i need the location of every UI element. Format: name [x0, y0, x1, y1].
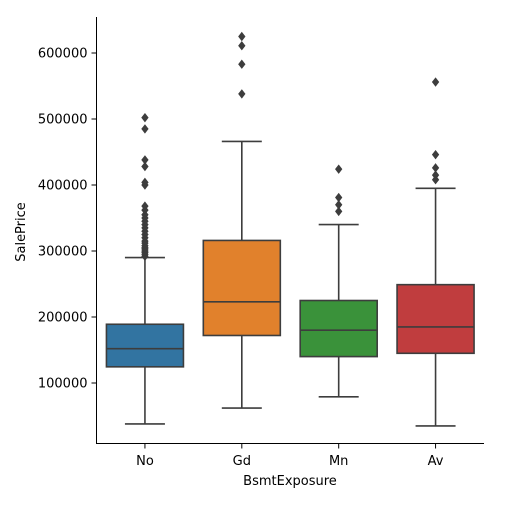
outlier-point: [335, 200, 343, 210]
outlier-point: [335, 192, 343, 203]
outlier-point: [141, 177, 149, 188]
outlier-point: [431, 163, 440, 173]
x-tick-label: Mn: [329, 454, 348, 469]
outlier-point: [141, 161, 149, 172]
y-tick-label: 400000: [38, 179, 88, 194]
outlier-point: [238, 31, 246, 42]
outlier-point: [141, 201, 149, 211]
y-tick-label: 600000: [38, 47, 88, 62]
iqr-box: [105, 323, 185, 368]
outlier-point: [431, 77, 440, 87]
outlier-point: [335, 164, 343, 174]
y-axis-label: SalePrice: [14, 202, 29, 262]
outlier-point: [141, 155, 149, 165]
y-tick-label: 200000: [38, 311, 88, 326]
iqr-box: [202, 239, 282, 337]
plot-area: [105, 31, 475, 427]
y-axis-ticks: 100000 200000 300000 400000 500000 600000: [38, 47, 97, 392]
outlier-point: [335, 206, 343, 217]
iqr-box: [299, 299, 378, 358]
x-tick-label: No: [136, 454, 154, 469]
outlier-point: [141, 112, 149, 123]
x-axis-label: BsmtExposure: [243, 474, 337, 489]
outlier-point: [431, 170, 440, 180]
box-av: [396, 77, 475, 427]
outlier-point: [238, 59, 246, 69]
y-tick-label: 500000: [38, 113, 88, 128]
x-axis-ticks: No Gd Mn Av: [136, 443, 444, 469]
iqr-box: [396, 283, 475, 355]
outlier-point: [431, 149, 440, 160]
y-tick-label: 300000: [38, 245, 88, 260]
outlier-point: [238, 41, 246, 51]
x-tick-label: Gd: [233, 454, 251, 469]
box-no: [105, 112, 185, 425]
box-gd: [202, 31, 282, 409]
x-tick-label: Av: [428, 454, 444, 469]
outlier-point: [141, 124, 149, 134]
box-mn: [299, 164, 378, 398]
outlier-point: [238, 89, 246, 99]
y-tick-label: 100000: [38, 377, 88, 392]
